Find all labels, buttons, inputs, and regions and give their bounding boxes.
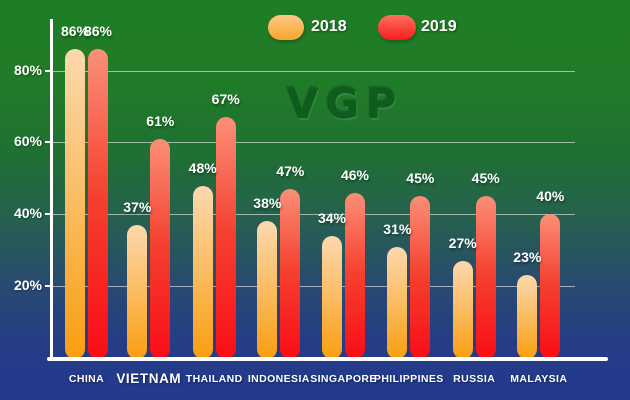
bar-2018-russia [452, 260, 473, 359]
gridline-20% [53, 286, 575, 288]
value-label-2018-russia: 27% [448, 234, 477, 251]
x-axis-label-china: CHINA [68, 373, 105, 385]
value-label-2018-philippines: 31% [383, 220, 412, 237]
bar-2019-philippines [410, 196, 431, 359]
value-label-2019-malaysia: 40% [536, 188, 565, 205]
value-label-2019-china: 86% [83, 22, 113, 39]
value-label-2019-russia: 45% [471, 170, 500, 187]
bar-2018-philippines [387, 246, 408, 359]
bar-2018-vietnam [127, 225, 148, 359]
bar-2019-singapore [345, 192, 365, 359]
value-label-2018-china: 86% [60, 22, 90, 39]
y-tick-label-40%: 40% [13, 205, 42, 222]
bar-2019-russia [475, 196, 496, 359]
bar-2019-vietnam [150, 138, 171, 359]
value-label-2018-singapore: 34% [317, 209, 347, 226]
gridline-40% [53, 214, 575, 216]
y-tick-40% [45, 213, 53, 216]
legend-swatch-2018 [268, 15, 304, 40]
bar-2019-thailand [215, 117, 236, 359]
y-tick-label-80%: 80% [13, 61, 42, 78]
value-label-2018-vietnam: 37% [123, 199, 152, 216]
bar-2018-malaysia [517, 275, 538, 359]
y-tick-label-60%: 60% [13, 133, 42, 150]
x-axis-label-thailand: THAILAND [185, 373, 243, 385]
y-tick-80% [45, 69, 53, 72]
value-label-2019-vietnam: 61% [146, 112, 175, 129]
value-label-2019-singapore: 46% [340, 166, 370, 183]
legend-label-2018: 2018 [311, 18, 347, 35]
x-axis-line [47, 357, 608, 361]
bar-2018-thailand [192, 185, 213, 359]
value-label-2019-indonesia: 47% [276, 163, 305, 180]
bar-2018-singapore [322, 235, 342, 359]
y-tick-label-20%: 20% [13, 277, 42, 294]
legend-swatch-2019 [378, 15, 416, 40]
x-axis-label-vietnam: VIETNAM [116, 371, 182, 386]
x-axis-label-philippines: PHILIPPINES [373, 373, 444, 385]
watermark-logo: VGP [286, 80, 404, 128]
value-label-2019-thailand: 67% [211, 91, 240, 108]
x-axis-label-singapore: SINGAPORE [310, 373, 377, 385]
y-tick-60% [45, 141, 53, 144]
bar-2018-indonesia [257, 221, 278, 359]
y-tick-20% [45, 285, 53, 288]
bar-2018-china [65, 48, 85, 359]
x-axis-label-russia: RUSSIA [453, 373, 496, 385]
value-label-2018-malaysia: 23% [513, 249, 542, 266]
bar-2019-malaysia [540, 214, 561, 359]
legend-label-2019: 2019 [421, 18, 457, 35]
value-label-2018-indonesia: 38% [253, 195, 282, 212]
value-label-2019-philippines: 45% [406, 170, 435, 187]
value-label-2018-thailand: 48% [188, 159, 217, 176]
x-axis-label-malaysia: MALAYSIA [510, 373, 568, 385]
x-axis-label-indonesia: INDONESIA [247, 373, 310, 385]
bar-2019-indonesia [280, 189, 301, 359]
bar-2019-china [88, 48, 108, 359]
gridline-60% [53, 142, 575, 144]
gridline-80% [53, 70, 575, 72]
y-axis-line [50, 19, 53, 360]
